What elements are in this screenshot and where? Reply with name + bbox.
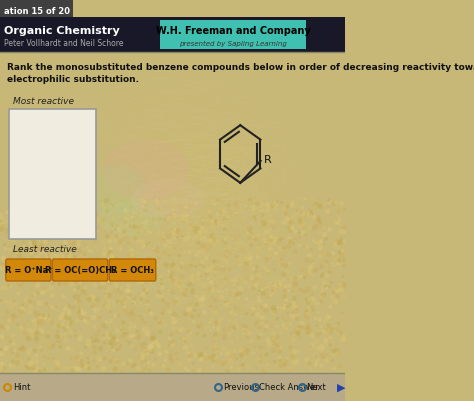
FancyBboxPatch shape bbox=[6, 259, 51, 281]
Text: ation 15 of 20: ation 15 of 20 bbox=[4, 8, 70, 16]
Ellipse shape bbox=[102, 140, 189, 200]
Text: R = O⁺Na⁺: R = O⁺Na⁺ bbox=[5, 266, 52, 275]
Text: Previous: Previous bbox=[223, 383, 259, 391]
Text: Hint: Hint bbox=[13, 383, 30, 391]
Ellipse shape bbox=[131, 180, 204, 219]
FancyBboxPatch shape bbox=[53, 259, 108, 281]
Text: Next: Next bbox=[307, 383, 326, 391]
Text: ▶: ▶ bbox=[337, 382, 345, 392]
Text: W.H. Freeman and Company: W.H. Freeman and Company bbox=[155, 26, 310, 36]
Text: Check Answer: Check Answer bbox=[259, 383, 319, 391]
Bar bbox=[0, 373, 345, 401]
Ellipse shape bbox=[87, 164, 146, 215]
Text: Rank the monosubstituted benzene compounds below in order of decreasing reactivi: Rank the monosubstituted benzene compoun… bbox=[7, 62, 474, 71]
FancyBboxPatch shape bbox=[160, 21, 306, 50]
Text: Organic Chemistry: Organic Chemistry bbox=[4, 26, 119, 36]
Text: R = OCH₃: R = OCH₃ bbox=[111, 266, 154, 275]
Text: Most reactive: Most reactive bbox=[13, 97, 74, 106]
Bar bbox=[0, 0, 73, 18]
Bar bbox=[9, 110, 96, 239]
Text: R: R bbox=[264, 154, 272, 164]
Ellipse shape bbox=[98, 202, 164, 237]
Text: electrophilic substitution.: electrophilic substitution. bbox=[7, 75, 139, 84]
FancyBboxPatch shape bbox=[109, 259, 156, 281]
Text: R = OC(=O)CH₃: R = OC(=O)CH₃ bbox=[45, 266, 116, 275]
Text: presented by Sapling Learning: presented by Sapling Learning bbox=[179, 41, 287, 47]
Text: Least reactive: Least reactive bbox=[13, 245, 77, 254]
Bar bbox=[0, 18, 345, 53]
Text: Peter Vollhardt and Neil Schore: Peter Vollhardt and Neil Schore bbox=[4, 39, 123, 49]
